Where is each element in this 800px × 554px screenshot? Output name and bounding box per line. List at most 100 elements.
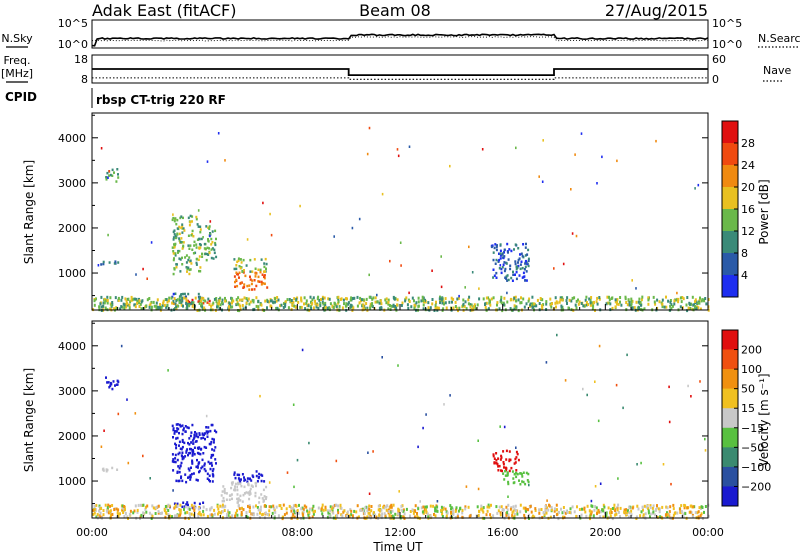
range-cell <box>241 473 244 476</box>
range-cell <box>327 511 330 515</box>
range-cell <box>209 233 211 236</box>
range-cell <box>173 297 176 301</box>
range-cell <box>165 305 168 309</box>
range-cell <box>248 493 251 496</box>
range-cell <box>106 381 109 384</box>
power-colorbar-tick-label: 4 <box>741 269 748 282</box>
range-cell <box>186 426 189 429</box>
range-cell <box>697 306 700 310</box>
range-cell <box>189 221 192 224</box>
range-cell <box>238 265 241 268</box>
range-cell <box>362 509 365 513</box>
range-cell <box>215 299 218 303</box>
range-cell <box>605 511 608 515</box>
range-cell <box>195 243 198 246</box>
range-cell <box>172 238 175 241</box>
range-cell <box>211 473 214 476</box>
range-cell <box>187 258 190 262</box>
range-cell <box>190 466 192 469</box>
range-cell <box>598 297 601 301</box>
range-cell <box>489 303 492 307</box>
range-cell <box>283 513 286 517</box>
range-cell <box>649 504 652 508</box>
range-cell <box>213 449 216 452</box>
range-cell <box>184 473 187 476</box>
velocity-colorbar-swatch <box>722 408 738 429</box>
range-cell <box>192 442 195 445</box>
range-cell <box>611 507 614 510</box>
range-cell <box>679 511 682 515</box>
range-cell <box>189 478 192 481</box>
range-cell <box>234 511 237 515</box>
range-cell <box>180 461 183 465</box>
range-cell <box>201 432 204 435</box>
range-cell <box>321 295 324 299</box>
range-cell <box>107 381 110 384</box>
range-cell <box>550 305 553 309</box>
range-cell <box>542 139 544 142</box>
range-cell <box>235 271 238 274</box>
range-cell <box>500 505 503 509</box>
range-cell <box>506 274 509 277</box>
range-cell <box>498 307 501 311</box>
range-cell <box>261 273 264 276</box>
range-cell <box>225 514 228 518</box>
range-cell <box>596 302 599 306</box>
range-cell <box>503 425 506 429</box>
range-cell <box>111 504 114 507</box>
range-cell <box>505 458 508 461</box>
range-cell <box>473 303 476 307</box>
range-cell <box>124 297 127 301</box>
range-cell <box>238 507 241 511</box>
range-cell <box>500 271 503 275</box>
range-cell <box>233 267 236 271</box>
range-cell <box>257 268 260 271</box>
range-cell <box>630 513 633 517</box>
range-cell <box>200 237 203 241</box>
range-cell <box>257 299 260 303</box>
range-cell <box>312 512 315 516</box>
range-cell <box>528 297 531 301</box>
range-cell <box>174 460 177 464</box>
range-cell <box>162 301 165 305</box>
x-tick-label: 20:00 <box>589 526 621 539</box>
range-cell <box>206 435 209 438</box>
power-colorbar-tick-label: 24 <box>741 159 755 172</box>
range-cell <box>172 489 174 492</box>
range-cell <box>684 512 687 516</box>
range-cell <box>513 248 515 251</box>
range-cell <box>248 509 251 513</box>
range-cell <box>365 297 368 301</box>
range-cell <box>531 305 534 309</box>
range-cell <box>129 509 132 513</box>
range-cell <box>110 303 113 307</box>
range-cell <box>298 503 300 507</box>
range-cell <box>251 474 254 477</box>
range-cell <box>515 475 518 479</box>
range-cell <box>262 488 265 492</box>
range-cell <box>243 269 245 272</box>
range-cell <box>350 513 353 517</box>
range-cell <box>611 517 614 521</box>
range-cell <box>175 299 178 302</box>
range-cell <box>503 296 506 300</box>
range-cell <box>119 307 122 311</box>
range-cell <box>181 256 183 260</box>
range-cell <box>328 297 331 301</box>
range-cell <box>244 274 247 278</box>
range-cell <box>264 270 266 273</box>
range-cell <box>421 510 424 514</box>
range-cell <box>172 428 175 432</box>
range-cell <box>492 276 495 279</box>
range-cell <box>381 356 383 359</box>
range-cell <box>208 442 211 446</box>
range-cell <box>485 301 488 305</box>
velocity-colorbar-swatch <box>722 486 738 507</box>
range-cell <box>679 305 682 309</box>
range-cell <box>374 513 377 517</box>
range-cell <box>142 503 145 507</box>
range-cell <box>105 178 108 181</box>
range-cell <box>499 257 502 260</box>
range-cell <box>669 304 672 308</box>
range-cell <box>512 477 515 480</box>
